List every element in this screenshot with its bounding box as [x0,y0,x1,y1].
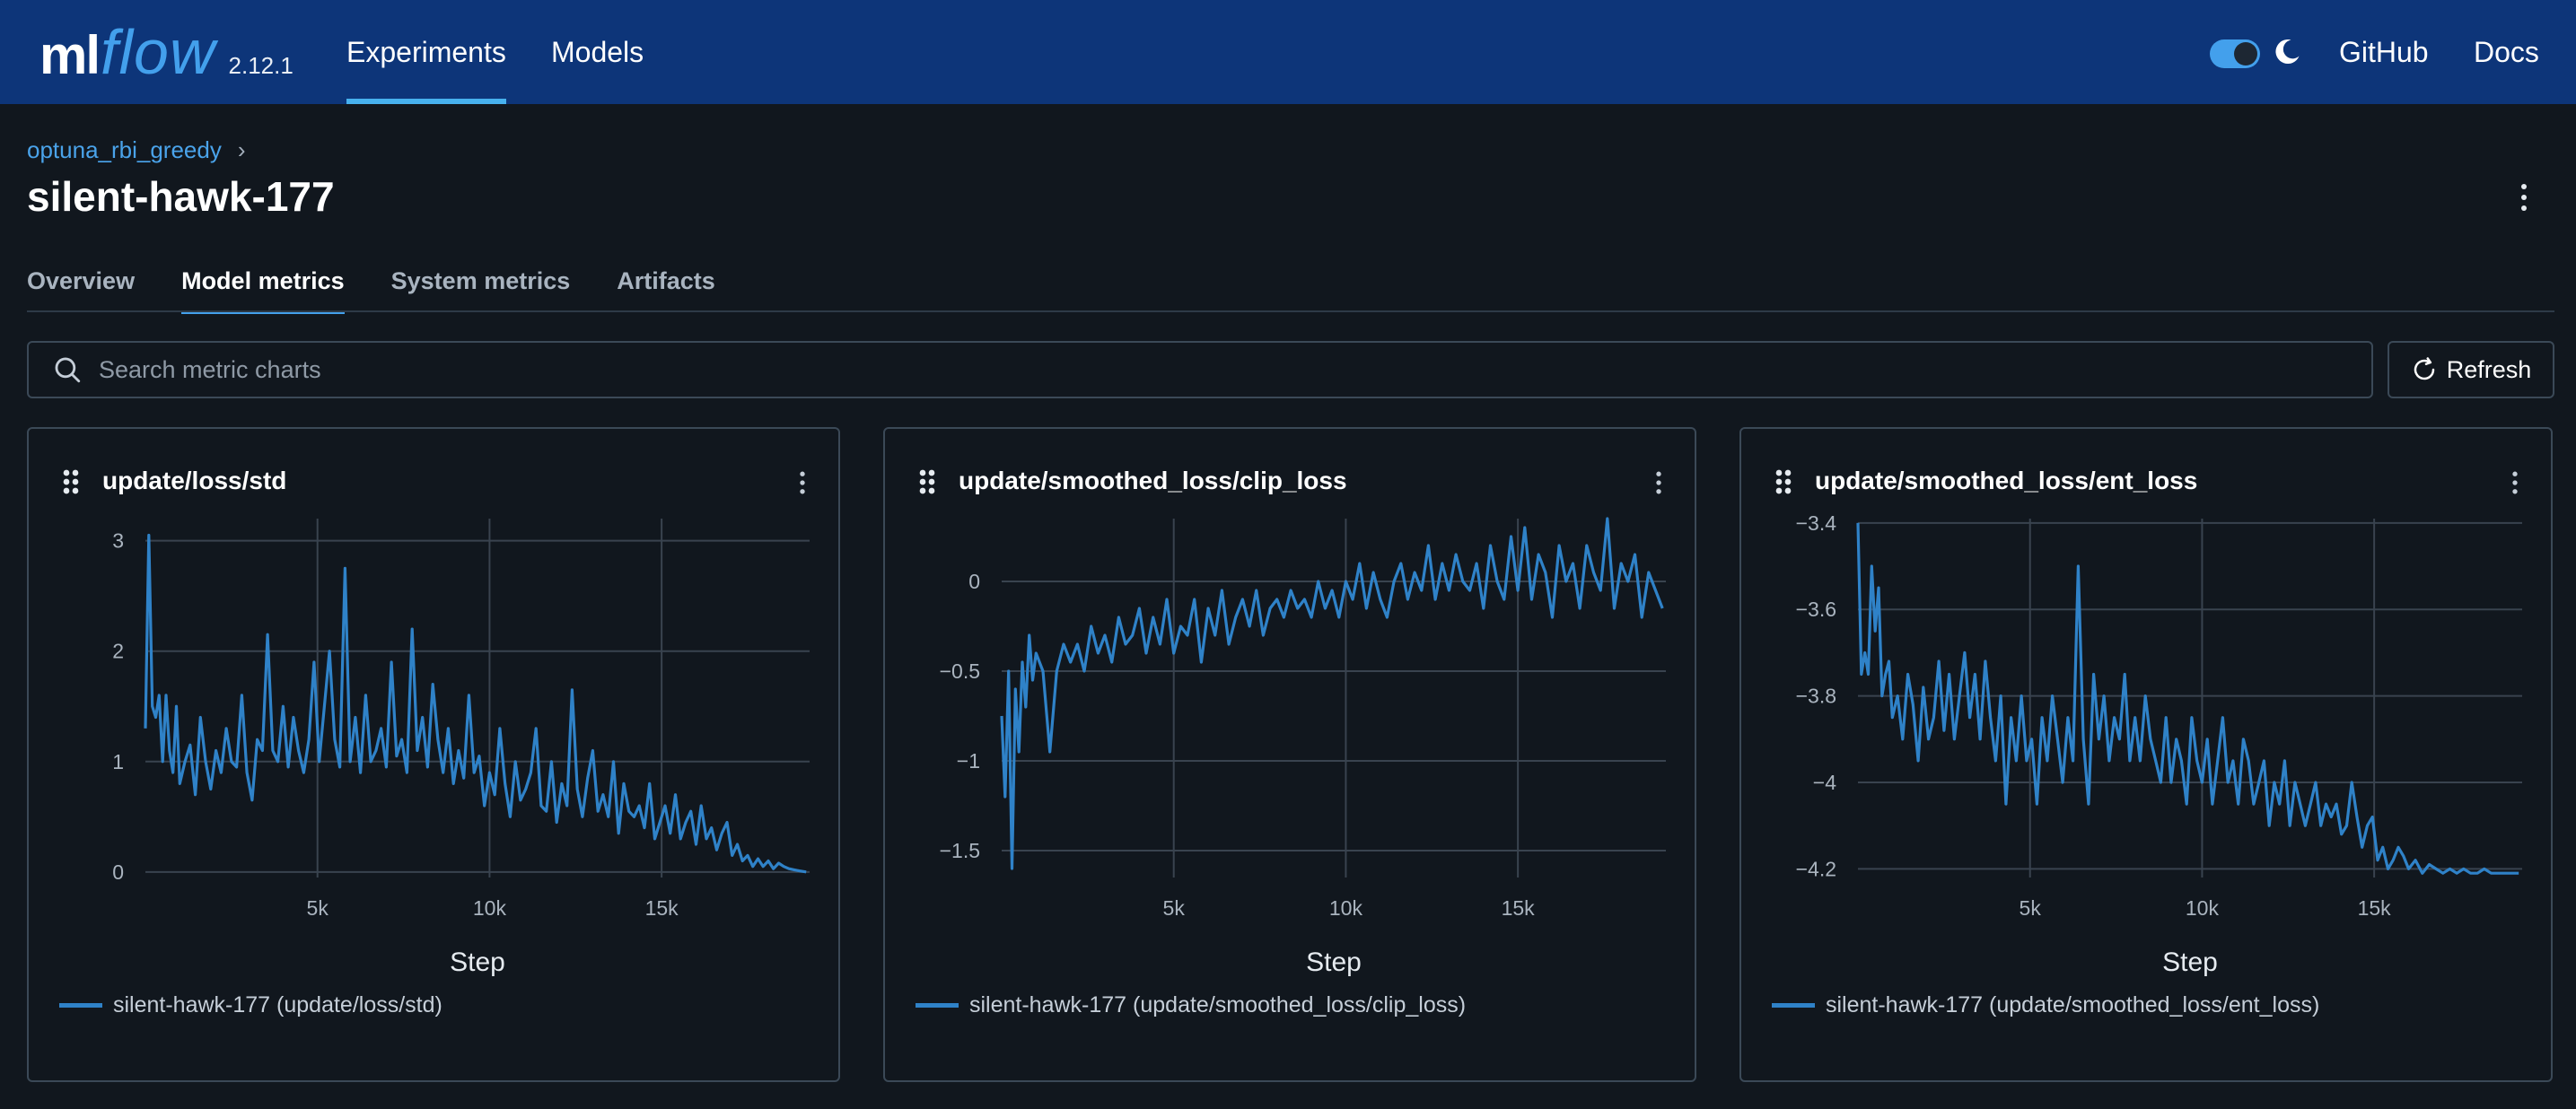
metric-chart-card: update/smoothed_loss/ent_loss 5k 10k 15k −3… [1739,427,2553,1082]
legend-label: silent-hawk-177 (update/smoothed_loss/cl… [969,992,1467,1017]
x-axis-label: Step [450,947,505,977]
x-tick-label: 10k [2186,896,2220,920]
chart-title: update/smoothed_loss/clip_loss [959,467,1347,494]
breadcrumb-experiment-link[interactable]: optuna_rbi_greedy [27,136,222,163]
x-tick-label: 10k [1329,896,1363,920]
x-tick-label: 5k [2020,896,2042,920]
drag-handle-icon[interactable] [61,468,81,495]
drag-handle-icon[interactable] [917,468,937,495]
chart-title: update/loss/std [102,467,287,494]
active-nav-underline [346,99,506,104]
page-title: silent-hawk-177 [27,173,335,220]
chart-menu-icon[interactable] [793,468,811,497]
y-tick-label: −3.6 [1796,598,1836,621]
legend-swatch [59,1003,102,1008]
chart-legend: silent-hawk-177 (update/loss/std) [59,992,442,1018]
series-line [1856,522,2519,875]
y-tick-label: 1 [112,750,124,773]
x-tick-label: 15k [1502,896,1536,920]
legend-label: silent-hawk-177 (update/loss/std) [113,992,442,1017]
y-tick-label: 3 [112,529,124,553]
tab-system-metrics[interactable]: System metrics [390,267,571,294]
x-tick-label: 15k [645,896,679,920]
x-tick-label: 5k [1163,896,1186,920]
line-chart[interactable]: 5k 10k 15k 0 −0.5 −1 −1.5 Step [885,429,1698,985]
x-axis-label: Step [1306,947,1362,977]
nav-models-label: Models [551,35,644,68]
refresh-icon [2414,357,2434,380]
refresh-button[interactable]: Refresh [2388,341,2554,398]
moon-icon [2275,39,2300,65]
chart-menu-icon[interactable] [2506,468,2524,497]
line-chart[interactable]: 5k 10k 15k −3.4 −3.6 −3.8 −4 −4.2 Step [1741,429,2554,985]
nav-experiments[interactable]: Experiments [346,0,506,104]
y-tick-label: −4 [1813,771,1836,794]
y-tick-label: −4.2 [1796,857,1836,880]
y-tick-label: −1 [957,749,980,773]
series-line [144,533,807,874]
chart-menu-icon[interactable] [1650,468,1668,497]
docs-link[interactable]: Docs [2474,35,2539,68]
mlflow-logo[interactable]: ml flow 2.12.1 [39,16,294,88]
chart-legend: silent-hawk-177 (update/smoothed_loss/en… [1772,992,2319,1018]
tab-overview[interactable]: Overview [27,267,136,294]
x-axis-label: Step [2162,947,2218,977]
more-options-icon[interactable] [2513,179,2535,215]
version-label: 2.12.1 [228,52,294,79]
y-tick-label: −1.5 [940,839,980,862]
nav-models[interactable]: Models [551,0,644,104]
chart-title: update/smoothed_loss/ent_loss [1815,467,2198,494]
refresh-label: Refresh [2446,355,2532,383]
tab-model-metrics[interactable]: Model metrics [181,267,345,314]
y-tick-label: 0 [112,860,124,884]
y-tick-label: 0 [968,570,980,593]
y-tick-label: −3.8 [1796,685,1836,708]
breadcrumb: optuna_rbi_greedy › [27,136,246,164]
theme-toggle[interactable] [2210,39,2260,68]
metric-chart-card: update/smoothed_loss/clip_loss 5k 10k 15k 0… [883,427,1696,1082]
github-link[interactable]: GitHub [2339,35,2429,68]
search-icon [55,357,81,383]
legend-label: silent-hawk-177 (update/smoothed_loss/en… [1826,992,2320,1017]
top-header: ml flow 2.12.1 Experiments Models GitHub… [0,0,2576,104]
y-tick-label: −3.4 [1796,511,1837,535]
search-box [27,341,2373,398]
run-tabs: Overview Model metrics System metrics Ar… [27,267,762,314]
chart-legend: silent-hawk-177 (update/smoothed_loss/cl… [916,992,1466,1018]
drag-handle-icon[interactable] [1774,468,1793,495]
logo-ml: ml [39,25,101,85]
tab-artifacts[interactable]: Artifacts [617,267,715,294]
legend-swatch [916,1003,959,1008]
legend-swatch [1772,1003,1815,1008]
x-tick-label: 5k [307,896,329,920]
series-line [1000,517,1664,870]
y-tick-label: 2 [112,640,124,663]
line-chart[interactable]: 5k 10k 15k 0 1 2 3 Step [29,429,842,985]
x-tick-label: 15k [2358,896,2392,920]
x-tick-label: 10k [473,896,507,920]
metric-chart-card: update/loss/std 5k 10k 15k 0 1 2 3 Step silent-… [27,427,840,1082]
logo-flow: flow [101,17,216,87]
chevron-right-icon: › [237,136,246,163]
tabs-divider [27,310,2554,312]
y-tick-label: −0.5 [940,659,980,683]
toggle-knob [2234,42,2257,65]
nav-experiments-label: Experiments [346,35,506,68]
search-input[interactable] [99,355,2253,384]
